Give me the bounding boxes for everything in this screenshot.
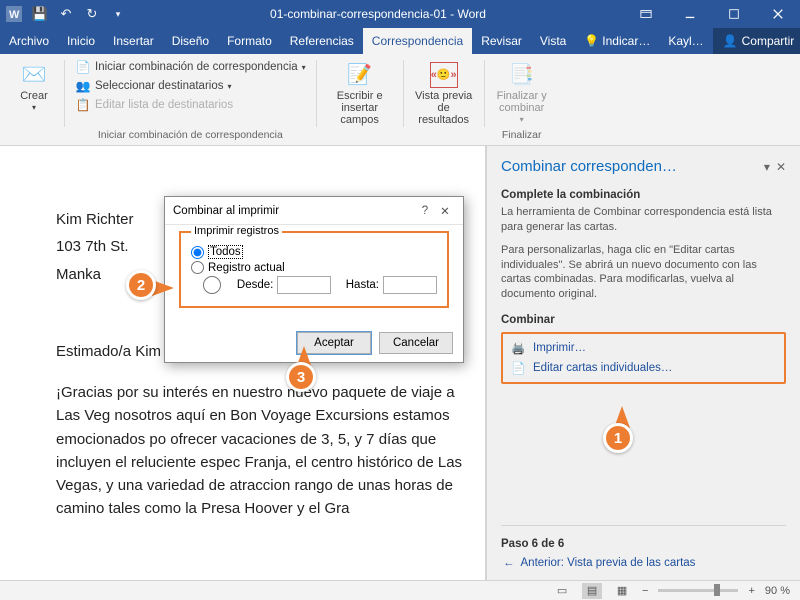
pane-heading-2: Combinar [501, 314, 786, 326]
insertar-campos-button[interactable]: 📝 Escribir e insertar campos [325, 58, 395, 126]
merge-print-dialog: Combinar al imprimir ? ✕ Imprimir regist… [164, 196, 464, 363]
undo-icon[interactable]: ↶ [58, 6, 74, 22]
crear-button[interactable]: ✉️ Crear▾ [12, 58, 56, 113]
tab-formato[interactable]: Formato [218, 28, 281, 54]
finish-icon: 📑 [508, 62, 536, 88]
editar-lista-button: 📋Editar lista de destinatarios [73, 96, 308, 114]
zoom-in-button[interactable]: + [748, 585, 754, 597]
callout-3: 3 [286, 362, 316, 392]
minimize-icon[interactable] [668, 0, 712, 28]
tell-me[interactable]: 💡Indicar… [575, 28, 659, 54]
pane-text-2: Para personalizarlas, haga clic en "Edit… [501, 243, 786, 302]
pane-close-icon[interactable]: ✕ [776, 160, 786, 174]
edit-docs-icon: 📄 [511, 361, 527, 375]
radio-todos[interactable]: Todos [191, 245, 437, 259]
previous-step-link[interactable]: ←Anterior: Vista previa de las cartas [501, 554, 786, 572]
zoom-out-button[interactable]: − [642, 585, 648, 597]
pane-menu-icon[interactable]: ▾ [764, 160, 770, 174]
tab-archivo[interactable]: Archivo [0, 28, 58, 54]
mailmerge-icon: 📄 [75, 59, 91, 75]
tab-inicio[interactable]: Inicio [58, 28, 104, 54]
word-icon: W [6, 6, 22, 22]
zoom-level[interactable]: 90 % [765, 585, 790, 597]
dialog-close-icon[interactable]: ✕ [435, 204, 455, 218]
ribbon-options-icon[interactable] [624, 0, 668, 28]
imprimir-link[interactable]: 🖨️Imprimir… [509, 338, 778, 358]
tab-revisar[interactable]: Revisar [472, 28, 531, 54]
edit-list-icon: 📋 [75, 97, 91, 113]
save-icon[interactable]: 💾 [32, 6, 48, 22]
statusbar: ▭ ▤ ▦ − + 90 % [0, 580, 800, 600]
pane-text-1: La herramienta de Combinar correspondenc… [501, 205, 786, 235]
printer-icon: 🖨️ [511, 341, 527, 355]
share-icon: 👤 [723, 34, 738, 48]
view-print-icon[interactable]: ▤ [582, 583, 602, 599]
cancelar-button[interactable]: Cancelar [379, 332, 453, 354]
desde-input[interactable] [277, 276, 331, 294]
iniciar-combinacion-button[interactable]: 📄Iniciar combinación de correspondencia … [73, 58, 308, 76]
combine-links-box: 🖨️Imprimir… 📄Editar cartas individuales… [501, 332, 786, 384]
fields-icon: 📝 [346, 62, 374, 88]
zoom-slider[interactable] [658, 589, 738, 592]
pane-heading-1: Complete la combinación [501, 189, 786, 201]
callout-2: 2 [126, 270, 156, 300]
redo-icon[interactable]: ↻ [84, 6, 100, 22]
group-finalizar-label: Finalizar [493, 129, 551, 143]
finalizar-button[interactable]: 📑 Finalizar y combinar▾ [493, 58, 551, 125]
titlebar: W 💾 ↶ ↻ ▾ 01-combinar-correspondencia-01… [0, 0, 800, 28]
hasta-input[interactable] [383, 276, 437, 294]
dialog-title: Combinar al imprimir [173, 205, 415, 217]
preview-icon: «🙂» [430, 62, 458, 88]
seleccionar-destinatarios-button[interactable]: 👥Seleccionar destinatarios ▾ [73, 77, 308, 95]
ribbon-tabs: Archivo Inicio Insertar Diseño Formato R… [0, 28, 800, 54]
close-icon[interactable] [756, 0, 800, 28]
mailmerge-task-pane: Combinar corresponden… ▾ ✕ Complete la co… [486, 146, 800, 580]
recipients-icon: 👥 [75, 78, 91, 94]
share-button[interactable]: 👤Compartir [713, 28, 800, 54]
radio-registro-actual[interactable]: Registro actual [191, 261, 437, 274]
tab-correspondencia[interactable]: Correspondencia [363, 28, 472, 54]
tab-insertar[interactable]: Insertar [104, 28, 163, 54]
step-label: Paso 6 de 6 [501, 538, 786, 550]
tab-vista[interactable]: Vista [531, 28, 575, 54]
callout-1: 1 [603, 423, 633, 453]
pane-title: Combinar corresponden… [501, 158, 677, 175]
maximize-icon[interactable] [712, 0, 756, 28]
editar-cartas-link[interactable]: 📄Editar cartas individuales… [509, 358, 778, 378]
svg-text:W: W [9, 9, 20, 21]
tab-referencias[interactable]: Referencias [281, 28, 363, 54]
qat-customize-icon[interactable]: ▾ [110, 6, 126, 22]
body-text: ¡Gracias por su interés en nuestro nuevo… [56, 381, 465, 521]
tab-diseno[interactable]: Diseño [163, 28, 218, 54]
vista-previa-button[interactable]: «🙂» Vista previa de resultados [412, 58, 476, 126]
ribbon: ✉️ Crear▾ 📄Iniciar combinación de corres… [0, 54, 800, 146]
print-records-group: Imprimir registros Todos Registro actual… [179, 231, 449, 308]
user-name[interactable]: Kayl… [659, 28, 712, 54]
dialog-help-icon[interactable]: ? [415, 205, 435, 217]
view-read-icon[interactable]: ▭ [552, 583, 572, 599]
group-label: Iniciar combinación de correspondencia [73, 129, 308, 143]
view-web-icon[interactable]: ▦ [612, 583, 632, 599]
envelope-icon: ✉️ [20, 62, 48, 88]
radio-desde[interactable]: Desde: Hasta: [191, 276, 437, 294]
group-title: Imprimir registros [191, 225, 282, 237]
arrow-left-icon: ← [503, 557, 515, 569]
document-title: 01-combinar-correspondencia-01 - Word [132, 7, 624, 21]
